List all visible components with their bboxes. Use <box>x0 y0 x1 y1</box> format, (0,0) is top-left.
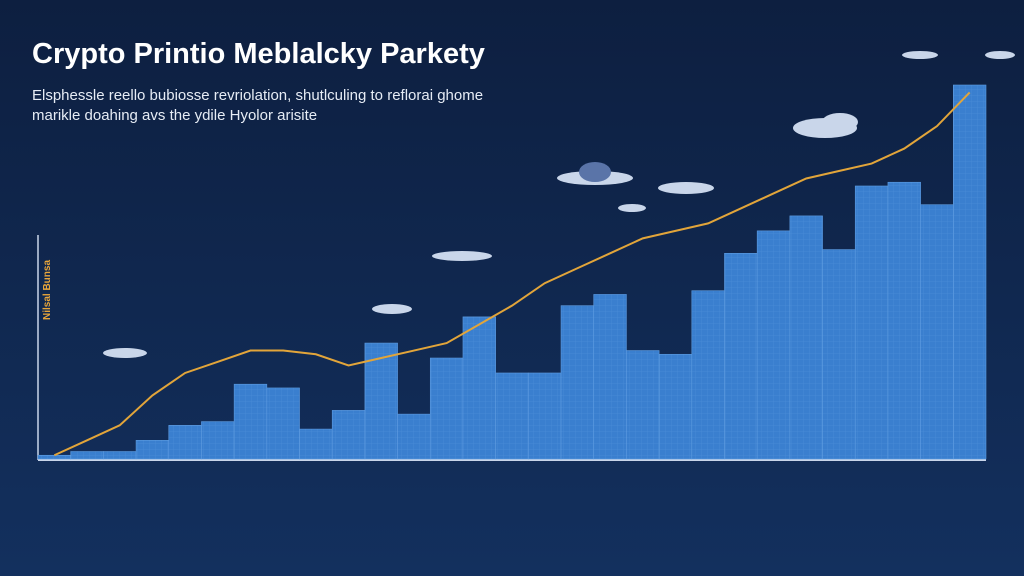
bar-texture <box>234 384 267 459</box>
bar-texture <box>691 290 725 459</box>
bar-texture <box>724 253 758 459</box>
bar-texture <box>626 350 660 459</box>
bar-texture <box>855 185 888 460</box>
bar-texture <box>332 410 365 459</box>
bar-texture <box>364 343 398 459</box>
bar-texture <box>561 305 594 459</box>
subtitle: Elsphessle reello bubiosse revriolation,… <box>32 87 483 104</box>
bar-texture <box>789 215 823 459</box>
bar-texture <box>495 372 529 459</box>
bar-texture <box>70 451 104 459</box>
bar-texture <box>136 440 169 459</box>
bar-texture <box>299 429 333 459</box>
line <box>53 91 971 457</box>
bar-texture <box>168 425 202 459</box>
bar-texture <box>38 455 71 459</box>
bar-texture <box>822 249 856 459</box>
bar-texture <box>397 414 431 459</box>
bar-texture <box>920 204 954 459</box>
bar-texture <box>462 316 496 459</box>
bar-texture <box>430 358 463 459</box>
bar-texture <box>953 85 986 459</box>
clouds <box>103 51 1015 358</box>
subtitle: marikle doahing avs the ydile Hyolor ari… <box>32 107 317 124</box>
bar-texture <box>528 372 562 459</box>
bar-texture <box>266 387 300 459</box>
bar-texture <box>887 182 921 460</box>
chart-title: Crypto Printio Meblalcky Parkety <box>32 38 485 70</box>
bar-texture <box>103 451 137 459</box>
bar-texture <box>757 230 790 459</box>
y-axis-label: Nilsal Bunsa <box>42 260 53 320</box>
bar-texture <box>593 294 627 459</box>
bar-texture <box>201 421 235 459</box>
bar-texture <box>659 354 692 459</box>
